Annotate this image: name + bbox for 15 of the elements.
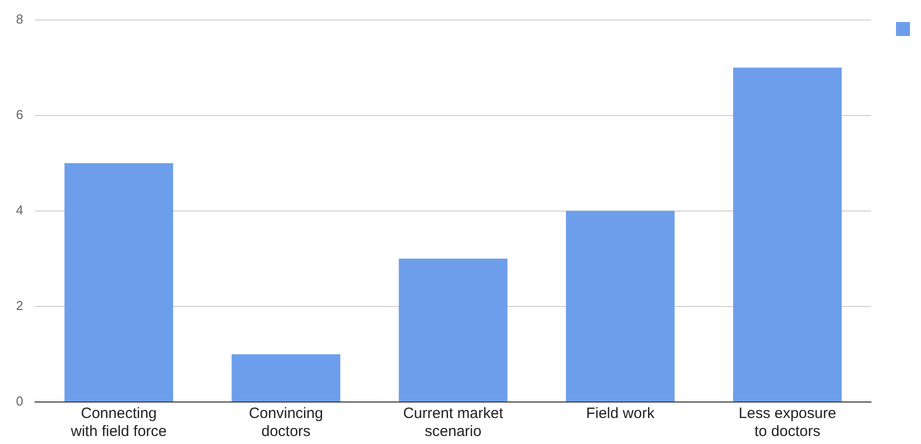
y-tick-label: 6 [16, 106, 24, 122]
y-tick-label: 0 [16, 394, 24, 409]
y-tick-label: 8 [16, 11, 24, 26]
y-tick-label: 2 [16, 298, 24, 314]
bar [566, 210, 675, 402]
bar [64, 163, 174, 402]
bar [398, 258, 508, 402]
x-tick-label: Field work [586, 405, 655, 422]
x-tick-label: Less exposure to doctors [738, 405, 836, 440]
x-tick-label: Convincing doctors [248, 405, 324, 440]
bar [232, 354, 340, 402]
x-tick-label: Connecting with field force [70, 405, 167, 440]
x-tick-label: Current market scenario [403, 405, 504, 440]
bar [733, 68, 842, 402]
y-tick-label: 4 [16, 202, 24, 218]
